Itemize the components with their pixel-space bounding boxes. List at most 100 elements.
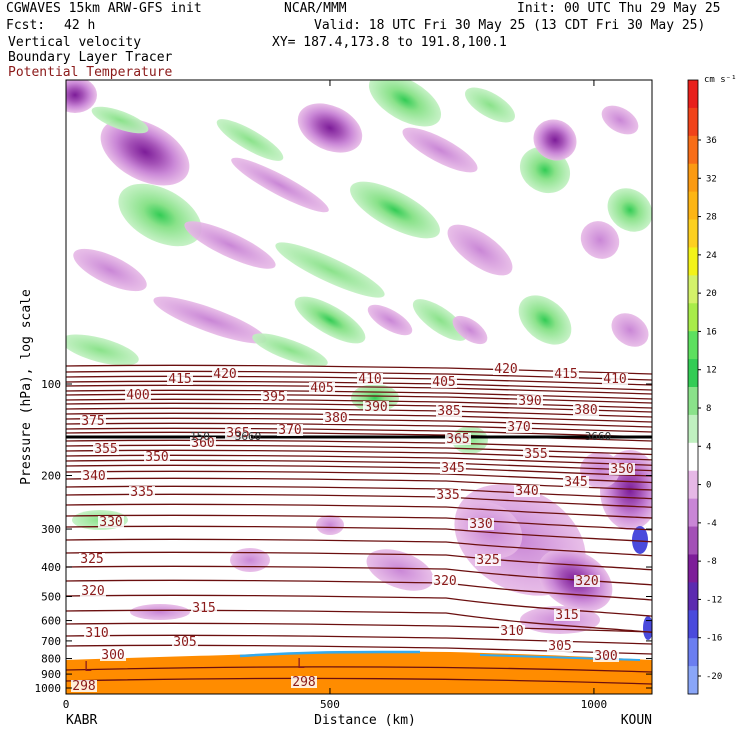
colorbar-swatch: [688, 163, 698, 193]
theta-label: 355: [94, 442, 117, 457]
colorbar-swatch: [688, 470, 698, 500]
theta-label: 350: [610, 462, 633, 477]
theta-label: 420: [213, 367, 236, 382]
isentrope-line: [66, 514, 652, 531]
colorbar-label: 0: [706, 481, 711, 491]
y-tick-label: 400: [41, 561, 61, 574]
colorbar-swatch: [688, 247, 698, 276]
theta-label: 345: [441, 461, 464, 476]
isentrope-line: [66, 579, 652, 601]
theta-label: 335: [436, 488, 459, 503]
isentrope-line: [66, 384, 652, 395]
theta-label: 390: [364, 400, 387, 415]
field-boundary-layer-tracer: Boundary Layer Tracer: [8, 50, 173, 65]
colorbar-label: 24: [706, 251, 717, 261]
isentrope-line: [66, 422, 652, 433]
right-station-label: KOUN: [621, 713, 652, 728]
colorbar-label: 36: [706, 136, 717, 146]
tropopause-label: 150: [190, 430, 210, 443]
colorbar-swatch: [688, 135, 698, 165]
tropopause-label: 3660: [235, 430, 262, 443]
y-tick-label: 600: [41, 615, 61, 628]
colorbar-label: -16: [706, 634, 722, 644]
theta-label: 310: [85, 626, 108, 641]
isentrope-line: [66, 525, 652, 543]
theta-label: 315: [192, 601, 215, 616]
colorbar-label: -12: [706, 595, 722, 605]
org-label: NCAR/MMM: [284, 1, 347, 16]
isentrope-line: [66, 449, 652, 461]
isentrope-line: [66, 538, 652, 557]
tropopause-label: 3660: [585, 430, 612, 443]
theta-label: 300: [101, 648, 124, 663]
forecast-label: Fcst:: [6, 18, 46, 33]
y-tick-label: 300: [41, 523, 61, 536]
y-tick-label: 100: [41, 378, 61, 391]
colorbar-label: 4: [706, 442, 711, 452]
theta-label: 310: [500, 624, 523, 639]
theta-label: 320: [81, 584, 104, 599]
cross-section-coords: XY= 187.4,173.8 to 191.8,100.1: [272, 35, 507, 50]
y-tick-label: 700: [41, 635, 61, 648]
theta-label: 298: [292, 675, 315, 690]
colorbar-label: -8: [706, 557, 717, 567]
isentrope-line: [66, 609, 652, 633]
theta-label: 320: [433, 574, 456, 589]
isentrope-line: [66, 551, 652, 571]
y-tick-label: 900: [41, 668, 61, 681]
theta-label: 355: [524, 447, 547, 462]
x-tick-label: 0: [63, 698, 70, 711]
isentrope-line: [66, 454, 652, 466]
theta-label: 320: [575, 574, 598, 589]
isentrope-line: [66, 439, 652, 450]
colorbar-swatch: [688, 666, 698, 695]
theta-label: 340: [515, 484, 538, 499]
theta-label: 405: [310, 381, 333, 396]
colorbar-label: 16: [706, 327, 717, 337]
theta-label: 400: [126, 388, 149, 403]
theta-label: 315: [555, 608, 578, 623]
theta-label: 370: [507, 420, 530, 435]
colorbar-label: 28: [706, 213, 717, 223]
colorbar-frame: [687, 79, 699, 695]
x-tick-label: 1000: [581, 698, 608, 711]
tropopause-line: [65, 435, 653, 439]
valid-time: Valid: 18 UTC Fri 30 May 25 (13 CDT Fri …: [314, 18, 706, 33]
x-axis-label: Distance (km): [314, 713, 416, 728]
theta-label: 330: [469, 517, 492, 532]
theta-label: 395: [262, 390, 285, 405]
colorbar-label: 32: [706, 174, 717, 184]
left-station-label: KABR: [66, 713, 97, 728]
theta-label: 375: [81, 414, 104, 429]
y-tick-label: 200: [41, 470, 61, 483]
theta-label: 325: [476, 553, 499, 568]
theta-label: 300: [594, 649, 617, 664]
theta-label: 340: [82, 469, 105, 484]
theta-label: 390: [518, 394, 541, 409]
isentrope-line: [66, 485, 652, 500]
colorbar-swatch: [688, 582, 698, 611]
theta-label: 298: [72, 679, 95, 694]
theta-label: 365: [446, 432, 469, 447]
isentrope-line: [66, 464, 652, 477]
theta-label: 365: [226, 426, 249, 441]
colorbar-swatch: [688, 359, 698, 388]
theta-label: 410: [603, 372, 626, 387]
colorbar-unit: cm s⁻¹: [704, 75, 737, 85]
colorbar-swatch: [688, 80, 698, 109]
terrain-low-label: L: [84, 660, 92, 675]
theta-label: 335: [130, 485, 153, 500]
theta-label: 410: [358, 372, 381, 387]
y-tick-label: 1000: [35, 682, 62, 695]
colorbar-swatch: [688, 275, 698, 304]
theta-label: 405: [432, 375, 455, 390]
model-title: CGWAVES 15km ARW-GFS init: [6, 1, 202, 16]
boundary-layer-tracer: [239, 650, 421, 658]
isentrope-line: [66, 459, 652, 472]
terrain: [66, 651, 652, 694]
isentrope-line: [66, 389, 652, 400]
colorbar-swatch: [688, 498, 698, 528]
colorbar-label: 8: [706, 404, 711, 414]
isentrope-line: [66, 364, 652, 375]
